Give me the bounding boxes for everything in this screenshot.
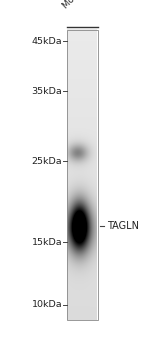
Text: 45kDa: 45kDa [32,37,62,46]
Text: Mouse uterus: Mouse uterus [61,0,108,10]
Bar [67,30,98,320]
Text: 25kDa: 25kDa [32,156,62,166]
Text: 10kDa: 10kDa [32,300,62,309]
Text: TAGLN: TAGLN [107,221,140,231]
Text: 35kDa: 35kDa [32,86,62,96]
Text: 15kDa: 15kDa [32,238,62,247]
